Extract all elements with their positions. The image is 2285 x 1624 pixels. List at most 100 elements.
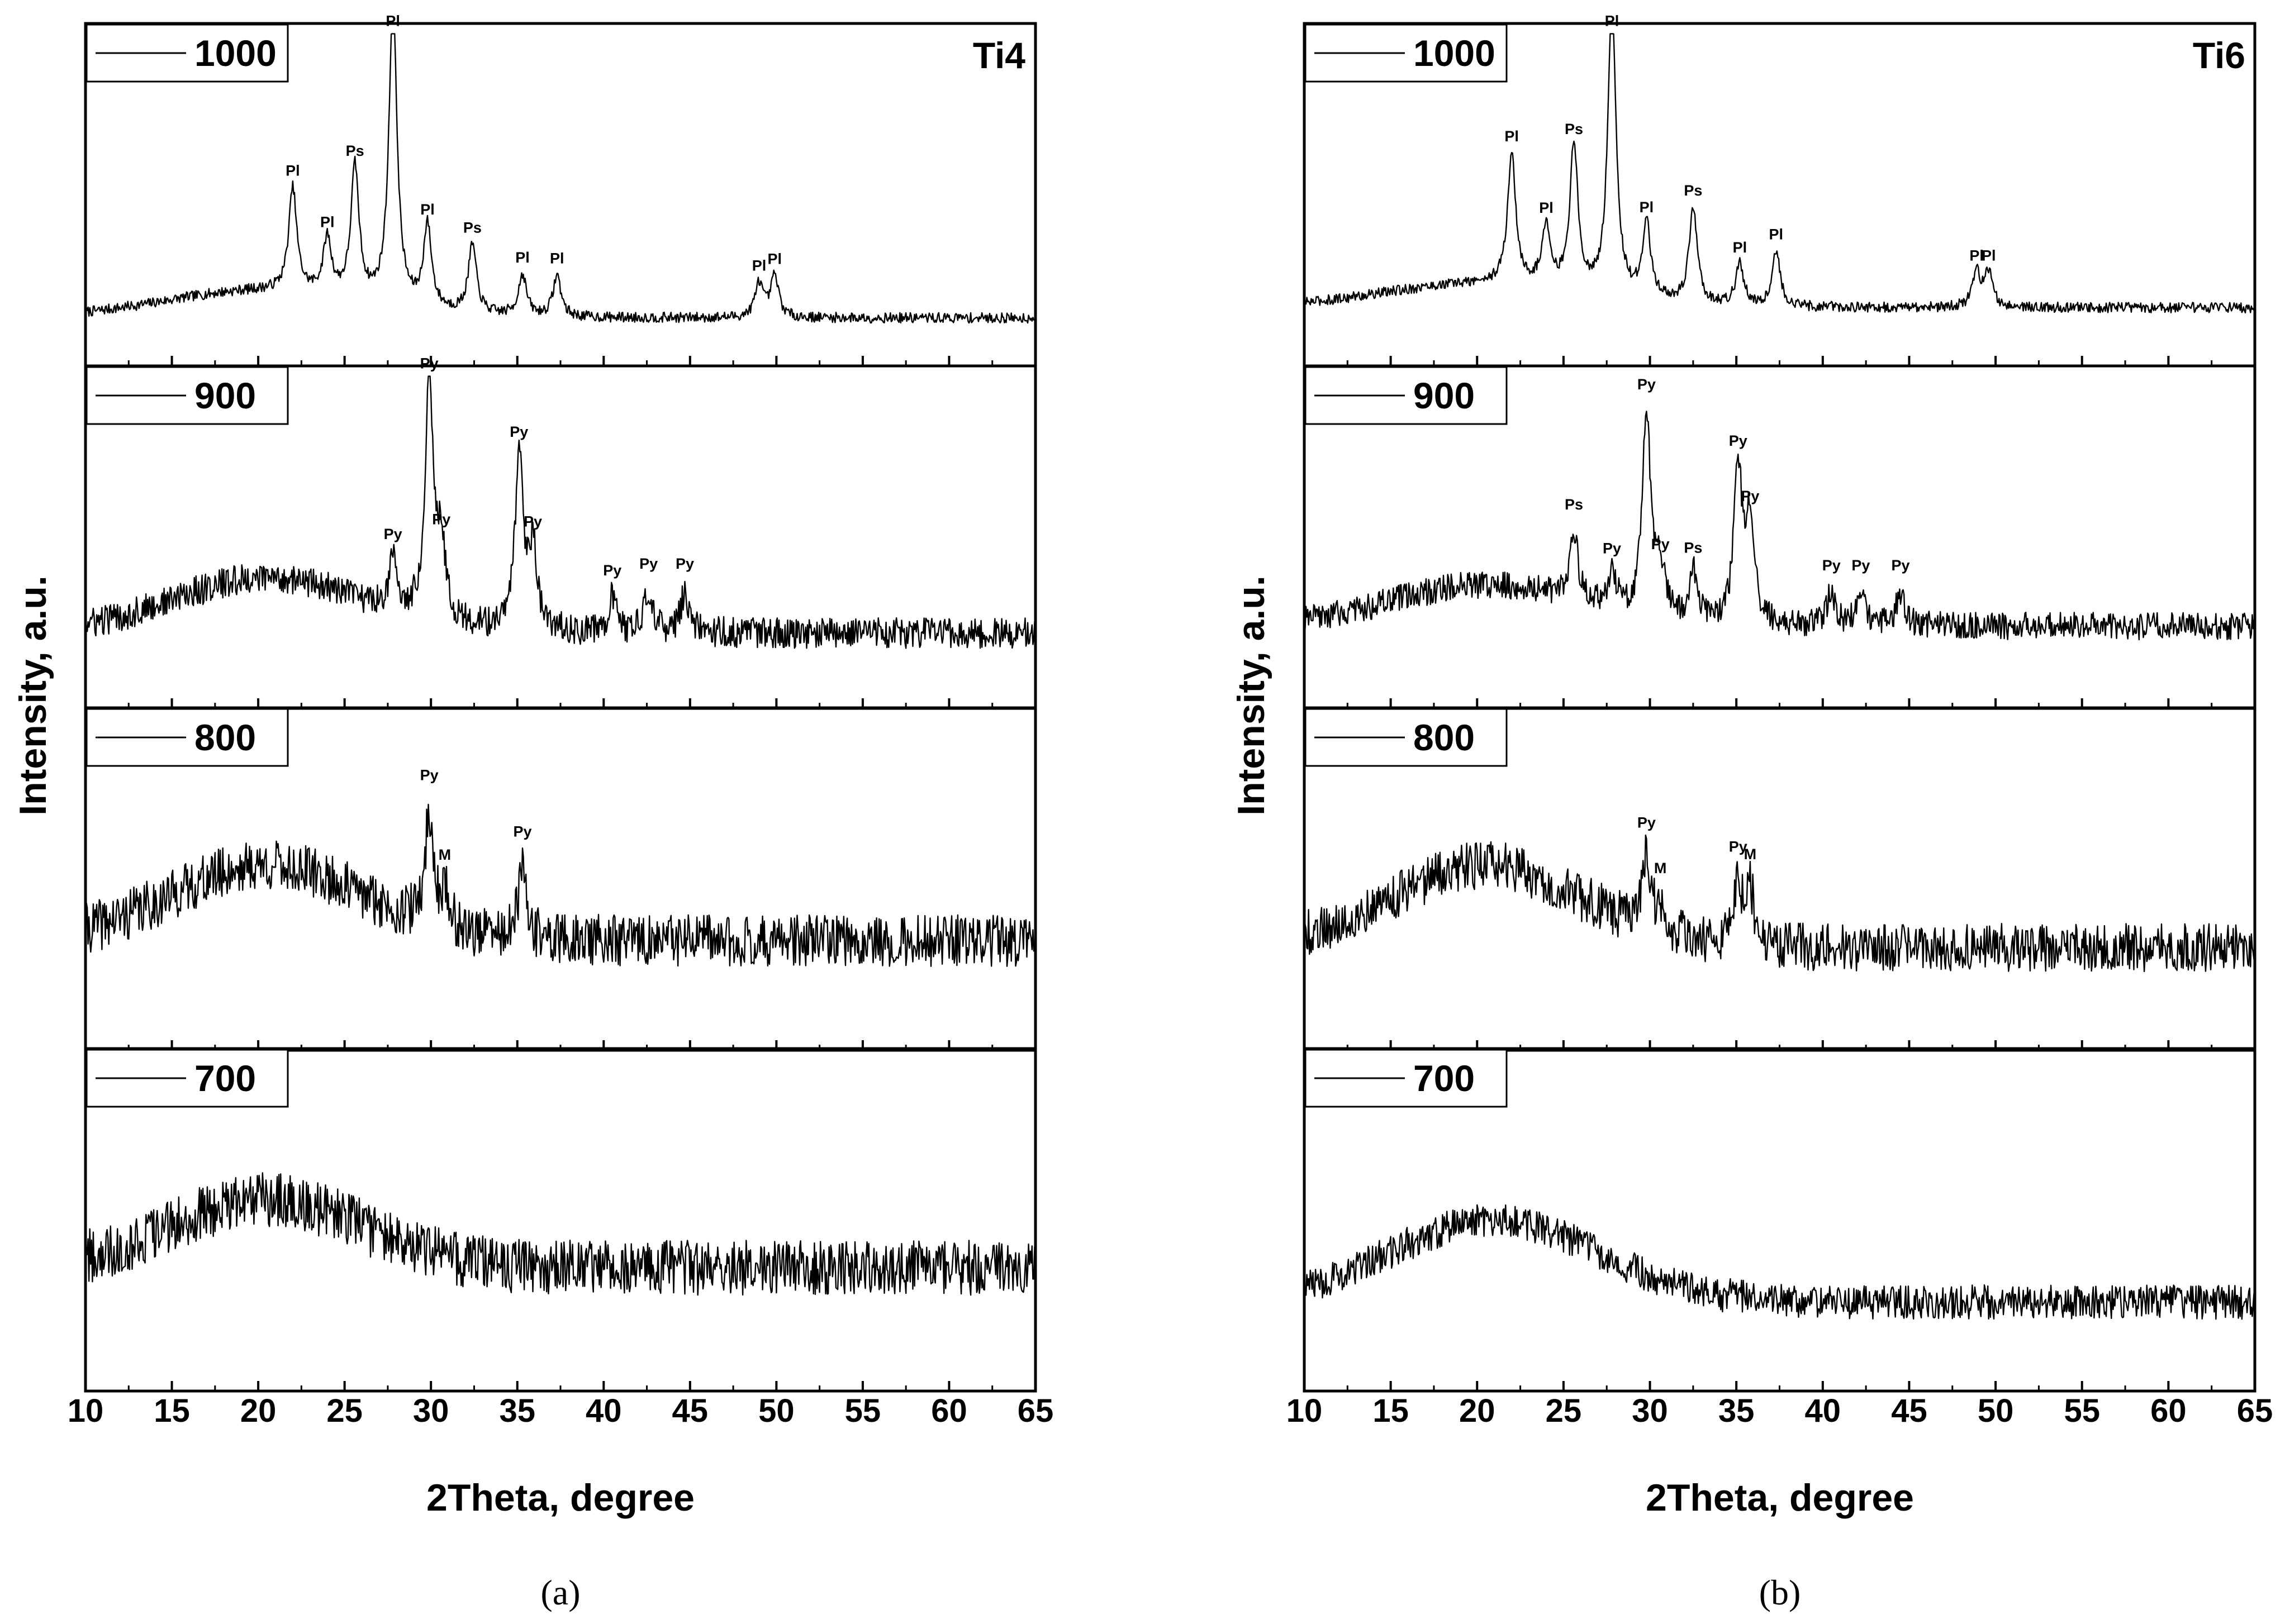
- peak-label: Py: [1891, 557, 1909, 574]
- peak-label: Pl: [1640, 199, 1654, 216]
- peak-label: Py: [513, 823, 531, 840]
- xrd-trace-1000: [84, 33, 1037, 324]
- x-tick-label: 25: [1546, 1393, 1582, 1429]
- legend-box: [1304, 708, 1508, 767]
- peak-label: Ps: [1565, 496, 1583, 513]
- legend-entry: 1000: [194, 32, 277, 74]
- legend: 700: [85, 1049, 289, 1108]
- peak-label: Pl: [420, 201, 435, 218]
- legend: 700: [1304, 1049, 1508, 1108]
- x-tick-label: 55: [845, 1393, 881, 1429]
- peak-label: M: [1744, 846, 1757, 863]
- panel-a: Intensity, a.u. 2Theta, degree (a) Ti4 P…: [12, 12, 1053, 1612]
- x-tick-label: 60: [931, 1393, 967, 1429]
- xrd-trace-700: [84, 1172, 1037, 1296]
- peak-label: Py: [1729, 432, 1747, 449]
- x-tick-label: 65: [1018, 1393, 1054, 1429]
- xrd-trace-700: [1303, 1204, 2256, 1320]
- peak-label: Py: [384, 526, 402, 542]
- panel-a-y-axis-title: Intensity, a.u.: [12, 575, 54, 815]
- xrd-trace-900: [84, 375, 1037, 649]
- x-tick-label: 35: [499, 1393, 535, 1429]
- peak-label: Py: [420, 766, 439, 783]
- x-tick-label: 15: [154, 1393, 190, 1429]
- x-tick-label: 15: [1372, 1393, 1409, 1429]
- peak-label: Py: [420, 355, 439, 372]
- legend-entry: 700: [194, 1058, 256, 1099]
- peak-label: Py: [1637, 376, 1656, 393]
- panel-b-caption: (b): [1759, 1573, 1801, 1612]
- x-tick-label: 50: [758, 1393, 795, 1429]
- peak-label: Py: [1851, 557, 1870, 574]
- x-tick-label: 60: [2150, 1393, 2187, 1429]
- peak-label: Pl: [752, 258, 767, 274]
- panel-a-sample-tag: Ti4: [973, 35, 1025, 76]
- peak-label: Py: [1603, 540, 1621, 557]
- legend-entry: 800: [1413, 717, 1475, 758]
- xrd-trace-800: [84, 803, 1037, 967]
- legend-entry: 900: [1413, 375, 1475, 416]
- panel-b-y-axis-title: Intensity, a.u.: [1230, 575, 1272, 815]
- x-tick-label: 30: [413, 1393, 449, 1429]
- legend: 900: [85, 366, 289, 425]
- peak-label: Py: [1637, 814, 1656, 831]
- peak-label: Pl: [768, 250, 782, 267]
- subplot-700: 700: [84, 1047, 1037, 1393]
- peak-label: Py: [1651, 536, 1670, 553]
- peak-label: Ps: [1565, 121, 1583, 137]
- x-tick-label: 35: [1718, 1393, 1755, 1429]
- x-tick-label: 20: [1459, 1393, 1495, 1429]
- peak-label: Ps: [1684, 182, 1702, 199]
- legend: 1000: [1304, 23, 1508, 83]
- peak-label: Pl: [550, 250, 564, 266]
- legend-entry: 800: [194, 717, 256, 758]
- legend: 800: [1304, 708, 1508, 767]
- x-tick-label: 25: [326, 1393, 363, 1429]
- subplot-900: Ps Py Py Py Ps Py Py Py Py Py 900: [1303, 364, 2257, 710]
- peak-label: Ps: [463, 220, 482, 236]
- x-tick-label: 65: [2237, 1393, 2273, 1429]
- peak-label: Pl: [1969, 247, 1984, 264]
- peak-label: Pl: [320, 214, 335, 231]
- peak-label: Pl: [1733, 239, 1747, 256]
- panel-a-caption: (a): [540, 1573, 580, 1612]
- x-tick-label: 40: [1805, 1393, 1841, 1429]
- panel-a-x-axis-title: 2Theta, degree: [426, 1477, 695, 1519]
- peak-label: Py: [432, 511, 450, 528]
- x-tick-label: 55: [2064, 1393, 2100, 1429]
- peak-label: Py: [510, 423, 528, 440]
- panel-b: Intensity, a.u. 2Theta, degree (b) Ti6 P…: [1230, 12, 2273, 1612]
- legend: 1000: [85, 23, 289, 83]
- legend: 800: [85, 708, 289, 767]
- peak-label: Pl: [286, 163, 300, 179]
- peak-label: Pl: [1504, 128, 1519, 145]
- peak-label: Py: [639, 555, 658, 572]
- panel-b-sample-tag: Ti6: [2193, 35, 2245, 76]
- legend-entry: 700: [1413, 1058, 1475, 1099]
- panel-b-x-axis-title: 2Theta, degree: [1646, 1477, 1914, 1519]
- peak-label: Pl: [1539, 199, 1554, 216]
- peak-label: M: [1654, 860, 1667, 877]
- xrd-trace-1000: [1304, 33, 2255, 313]
- x-tick-label: 30: [1632, 1393, 1668, 1429]
- peak-label: Py: [1822, 557, 1841, 574]
- peak-label: Py: [524, 513, 542, 530]
- x-tick-label: 10: [68, 1393, 104, 1429]
- peak-label: Ps: [346, 142, 364, 159]
- peak-label: Pl: [1605, 12, 1619, 29]
- subplot-700: 700: [1303, 1047, 2257, 1393]
- peak-label: Pl: [386, 12, 400, 29]
- peak-label: Ps: [1684, 540, 1702, 556]
- peak-label: Py: [676, 555, 694, 572]
- x-tick-label: 20: [240, 1393, 277, 1429]
- peak-label: M: [439, 846, 452, 863]
- peak-label: Py: [1729, 839, 1747, 855]
- x-tick-label: 40: [586, 1393, 622, 1429]
- x-tick-label: 10: [1286, 1393, 1323, 1429]
- peak-label: Py: [603, 562, 621, 579]
- x-tick-label: 45: [672, 1393, 709, 1429]
